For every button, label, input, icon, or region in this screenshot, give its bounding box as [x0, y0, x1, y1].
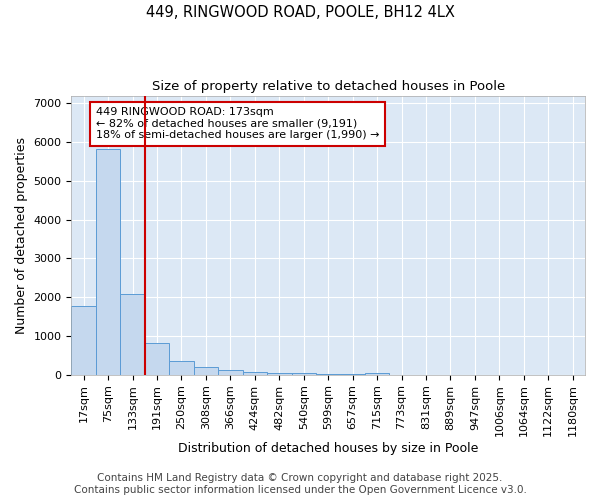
Bar — [96, 149, 121, 374]
Bar — [267, 372, 292, 374]
Bar — [71, 306, 96, 374]
Text: Contains HM Land Registry data © Crown copyright and database right 2025.
Contai: Contains HM Land Registry data © Crown c… — [74, 474, 526, 495]
X-axis label: Distribution of detached houses by size in Poole: Distribution of detached houses by size … — [178, 442, 478, 455]
Text: 449, RINGWOOD ROAD, POOLE, BH12 4LX: 449, RINGWOOD ROAD, POOLE, BH12 4LX — [146, 5, 454, 20]
Bar — [194, 366, 218, 374]
Bar — [218, 370, 242, 374]
Bar — [121, 294, 145, 374]
Y-axis label: Number of detached properties: Number of detached properties — [15, 136, 28, 334]
Title: Size of property relative to detached houses in Poole: Size of property relative to detached ho… — [152, 80, 505, 93]
Bar — [145, 342, 169, 374]
Bar — [169, 361, 194, 374]
Text: 449 RINGWOOD ROAD: 173sqm
← 82% of detached houses are smaller (9,191)
18% of se: 449 RINGWOOD ROAD: 173sqm ← 82% of detac… — [96, 107, 379, 140]
Bar — [365, 373, 389, 374]
Bar — [292, 373, 316, 374]
Bar — [242, 372, 267, 374]
